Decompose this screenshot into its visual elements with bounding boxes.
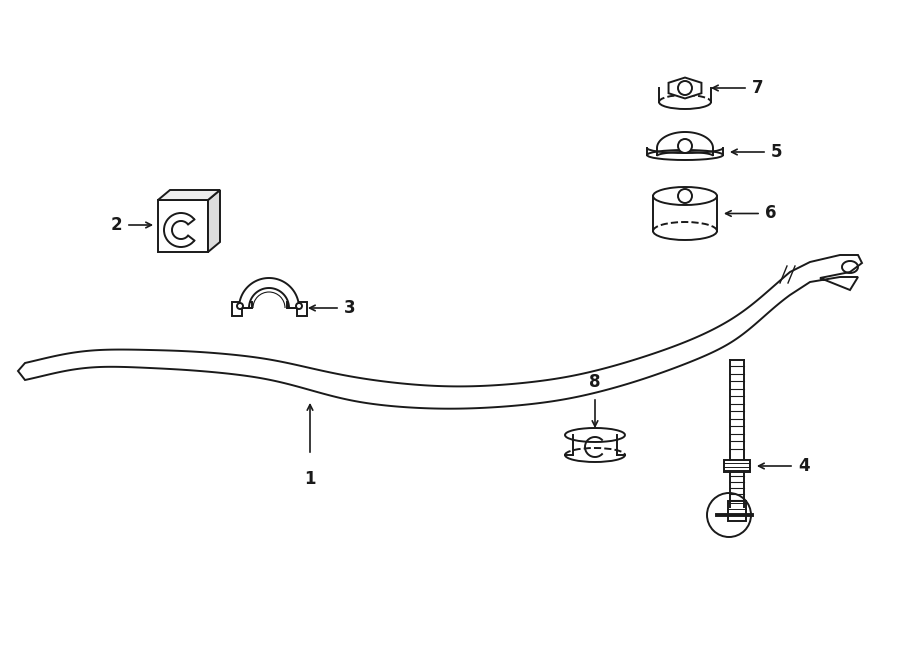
Polygon shape xyxy=(239,278,299,308)
Polygon shape xyxy=(158,190,220,200)
Polygon shape xyxy=(728,501,746,521)
Polygon shape xyxy=(158,200,208,252)
Circle shape xyxy=(678,139,692,153)
Polygon shape xyxy=(287,302,307,316)
Polygon shape xyxy=(208,190,220,252)
Text: 7: 7 xyxy=(752,79,763,97)
Circle shape xyxy=(678,189,692,203)
Text: 5: 5 xyxy=(771,143,782,161)
Circle shape xyxy=(237,303,243,309)
Circle shape xyxy=(296,303,302,309)
Text: 6: 6 xyxy=(765,204,777,223)
Text: 8: 8 xyxy=(590,373,601,391)
Circle shape xyxy=(707,493,751,537)
Text: 1: 1 xyxy=(304,470,316,488)
Circle shape xyxy=(678,81,692,95)
Polygon shape xyxy=(18,255,862,408)
Text: 3: 3 xyxy=(344,299,356,317)
Polygon shape xyxy=(232,302,252,316)
Polygon shape xyxy=(657,132,713,156)
FancyBboxPatch shape xyxy=(724,460,750,472)
Text: 4: 4 xyxy=(798,457,810,475)
Polygon shape xyxy=(669,77,701,98)
Text: 2: 2 xyxy=(111,216,122,234)
